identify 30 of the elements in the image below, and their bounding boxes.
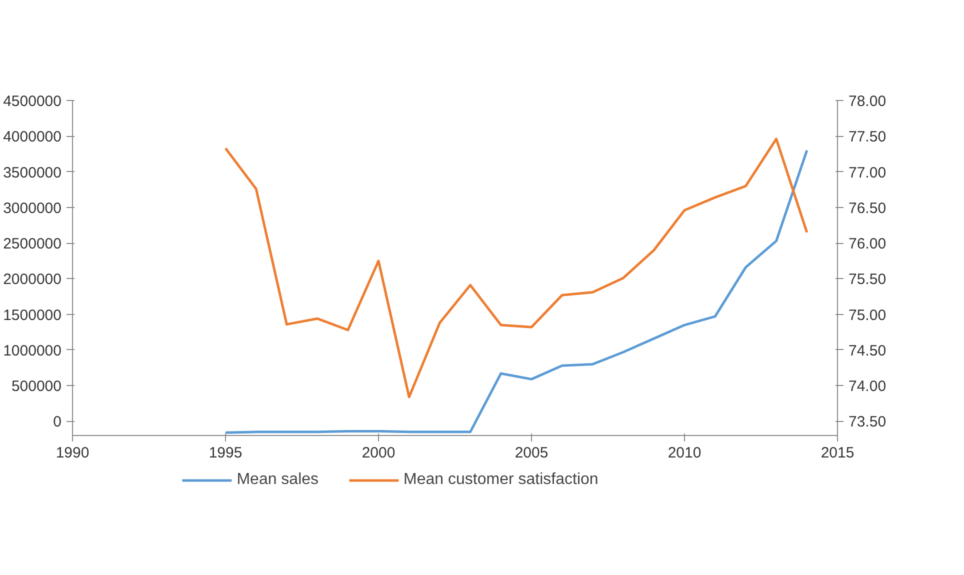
x-tick-label: 2005 — [514, 444, 548, 462]
y2-tick-label: 75.00 — [848, 306, 886, 324]
y-tick-label: 1000000 — [3, 342, 62, 360]
y2-tick-label: 73.50 — [848, 414, 886, 431]
y-tick-label: 2000000 — [3, 271, 62, 288]
y-tick-label: 4000000 — [3, 128, 62, 146]
y2-tick-label: 77.00 — [848, 164, 886, 182]
y-tick-label: 4500000 — [3, 93, 62, 110]
y-tick-label: 3000000 — [3, 200, 62, 217]
y2-tick-label: 78.00 — [848, 93, 886, 110]
line-series — [224, 138, 808, 398]
y2-tick-label: 77.50 — [848, 128, 886, 146]
legend-label: Mean sales — [236, 471, 319, 489]
x-tick-label: 2000 — [362, 444, 396, 462]
y-tick-label: 3500000 — [3, 164, 62, 182]
legend-label: Mean customer satisfaction — [404, 471, 598, 489]
x-tick-label: 1990 — [56, 444, 90, 462]
y2-tick-label: 74.00 — [848, 378, 886, 396]
y-tick-label: 500000 — [11, 378, 62, 396]
x-tick-label: 2015 — [820, 444, 854, 462]
y-tick-label: 1500000 — [3, 306, 62, 324]
x-tick-label: 1995 — [208, 444, 242, 462]
y2-tick-label: 76.50 — [848, 200, 886, 217]
x-tick-label: 2010 — [668, 444, 702, 462]
y2-tick-label: 74.50 — [848, 342, 886, 360]
y-tick-label: 0 — [53, 414, 62, 431]
y-tick-label: 2500000 — [3, 236, 62, 253]
line-series — [224, 149, 808, 434]
y2-tick-label: 75.50 — [848, 271, 886, 288]
y2-tick-label: 76.00 — [848, 236, 886, 253]
